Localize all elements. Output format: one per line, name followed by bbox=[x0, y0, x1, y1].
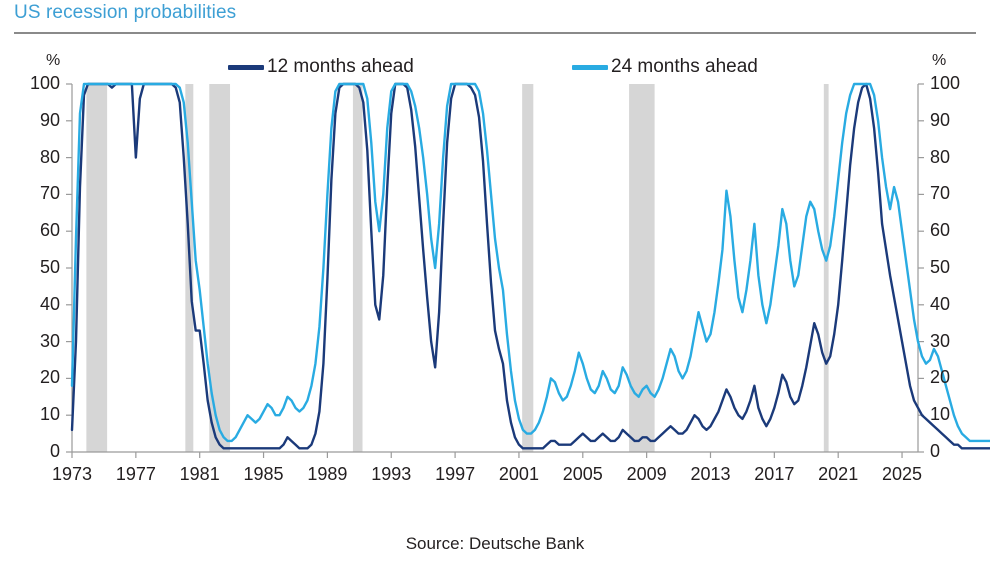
series-line-12-months-ahead bbox=[70, 82, 990, 450]
x-axis-tick-label: 1985 bbox=[243, 464, 284, 484]
recession-band bbox=[823, 84, 829, 452]
x-axis-tick-label: 1977 bbox=[115, 464, 156, 484]
recession-band bbox=[352, 84, 363, 452]
y-axis-tick-label-left: 20 bbox=[39, 367, 60, 388]
series-line-24-months-ahead bbox=[70, 82, 990, 443]
y-axis-tick-label-left: 30 bbox=[39, 330, 60, 351]
recession-band bbox=[209, 84, 231, 452]
title-divider bbox=[14, 32, 976, 34]
data-series-group bbox=[70, 82, 990, 450]
y-axis-tick-label-right: 20 bbox=[930, 367, 951, 388]
y-axis-tick-label-right: 0 bbox=[930, 441, 941, 461]
y-axis-tick-label-left: 10 bbox=[39, 404, 60, 425]
x-axis-tick-label: 2009 bbox=[626, 464, 667, 484]
x-axis-tick-label: 2005 bbox=[562, 464, 603, 484]
y-axis-tick-label-right: 100 bbox=[930, 73, 961, 93]
x-axis-tick-label: 2025 bbox=[882, 464, 923, 484]
y-axis-tick-label-right: 40 bbox=[930, 293, 951, 314]
x-axis-tick-label: 1981 bbox=[179, 464, 220, 484]
y-axis-tick-label-right: 60 bbox=[930, 220, 951, 241]
recession-band bbox=[522, 84, 534, 452]
x-axis-tick-label: 2001 bbox=[498, 464, 539, 484]
y-axis-tick-label-left: 100 bbox=[29, 73, 60, 93]
axis-ticks-group bbox=[66, 83, 924, 458]
y-axis-tick-label-left: 90 bbox=[39, 109, 60, 130]
y-axis-tick-label-left: 80 bbox=[39, 146, 60, 167]
y-axis-tick-label-left: 70 bbox=[39, 183, 60, 204]
x-axis-tick-label: 2021 bbox=[818, 464, 859, 484]
y-axis-tick-label-left: 40 bbox=[39, 293, 60, 314]
y-axis-tick-label-left: 50 bbox=[39, 257, 60, 277]
x-axis-tick-label: 1973 bbox=[51, 464, 93, 484]
x-axis-tick-label: 1997 bbox=[435, 464, 476, 484]
y-axis-tick-label-left: 0 bbox=[49, 441, 60, 461]
y-axis-tick-label-right: 50 bbox=[930, 257, 951, 277]
recession-band bbox=[86, 84, 108, 452]
y-axis-tick-label-right: 10 bbox=[930, 404, 951, 425]
source-caption: Source: Deutsche Bank bbox=[405, 534, 585, 553]
y-axis-tick-label-right: 30 bbox=[930, 330, 951, 351]
page-title: US recession probabilities bbox=[14, 2, 237, 23]
y-axis-tick-label-right: 90 bbox=[930, 109, 951, 130]
x-axis-tick-label: 1993 bbox=[371, 464, 412, 484]
y-axis-tick-label-left: 60 bbox=[39, 220, 60, 241]
x-axis-tick-label: 2017 bbox=[754, 464, 795, 484]
axis-lines-group bbox=[71, 84, 919, 453]
right-axis-unit-label: % bbox=[932, 52, 947, 69]
y-axis-tick-label-right: 70 bbox=[930, 183, 951, 204]
x-axis-tick-label: 2013 bbox=[690, 464, 731, 484]
recession-band bbox=[629, 84, 655, 452]
y-axis-tick-label-right: 80 bbox=[930, 146, 951, 167]
x-axis-tick-label: 1989 bbox=[307, 464, 348, 484]
left-axis-unit-label: % bbox=[46, 52, 61, 69]
